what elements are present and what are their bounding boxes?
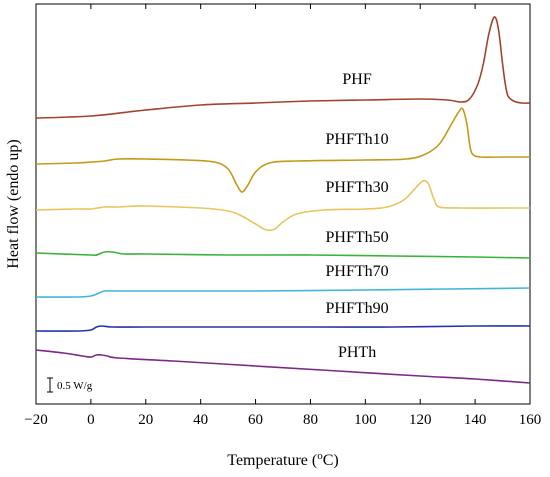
x-tick-label: −20 — [24, 412, 47, 428]
x-tick-label: 120 — [409, 412, 432, 428]
series-label-phf: PHF — [342, 71, 371, 88]
series-label-phth: PHTh — [338, 344, 376, 361]
series-line-phfth10 — [35, 107, 530, 193]
x-tick-label: 100 — [354, 412, 377, 428]
series-label-phfth30: PHFTh30 — [326, 179, 389, 196]
series-line-phf — [35, 16, 531, 119]
scale-bar-label: 0.5 W/g — [57, 380, 93, 392]
series-layer: PHF PHFTh10 PHFTh30 PHFTh50 PHFTh70 PHFTh90 PH… — [35, 16, 531, 384]
x-axis-label-end: C) — [323, 452, 339, 469]
y-axis-label: Heat flow (endo up) — [5, 139, 22, 268]
x-ticks: −20 0 20 40 60 80 100 120 140 160 — [24, 4, 541, 428]
series-line-phfth90 — [35, 325, 531, 332]
x-axis-label-main: Temperature ( — [227, 452, 317, 469]
series-line-phfth70 — [35, 287, 531, 298]
scale-bar: 0.5 W/g — [47, 377, 93, 393]
series-label-phfth90: PHFTh90 — [326, 300, 389, 317]
series-label-phfth10: PHFTh10 — [326, 131, 389, 148]
x-tick-label: 140 — [464, 412, 487, 428]
x-axis-label: Temperature (oC) — [227, 450, 338, 469]
x-tick-label: 80 — [303, 412, 318, 428]
x-tick-label: 60 — [248, 412, 263, 428]
x-tick-label: 0 — [87, 412, 95, 428]
series-line-phth — [35, 349, 531, 384]
x-tick-label: 160 — [519, 412, 542, 428]
x-tick-label: 40 — [193, 412, 208, 428]
x-axis-label-sup: o — [317, 450, 323, 462]
series-line-phfth50 — [35, 250, 531, 259]
series-line-phfth30 — [35, 179, 530, 232]
series-label-phfth70: PHFTh70 — [326, 263, 389, 280]
plot-frame — [35, 3, 531, 405]
series-label-phfth50: PHFTh50 — [326, 229, 389, 246]
x-tick-label: 20 — [138, 412, 153, 428]
